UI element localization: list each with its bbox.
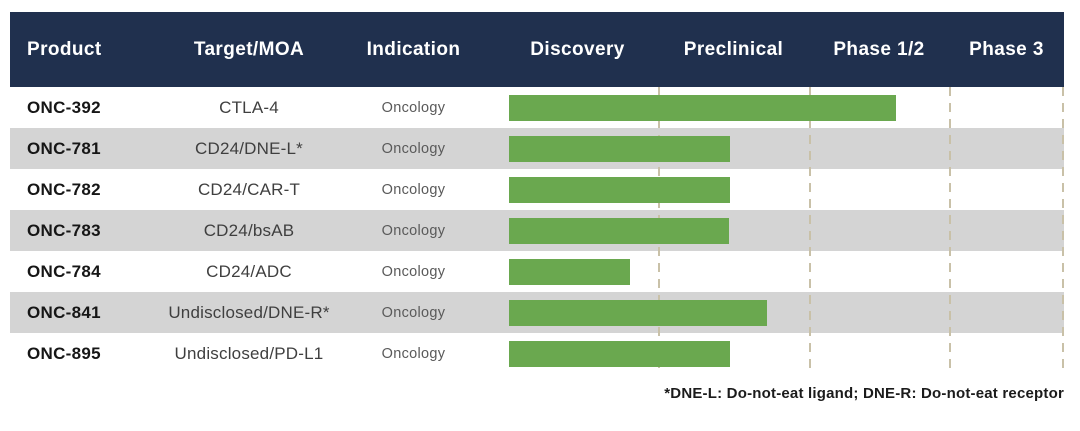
indication: Oncology [381,181,446,198]
target-moa: CD24/DNE-L* [194,138,303,158]
phase-track [497,292,1064,333]
product-name: ONC-781 [27,138,101,158]
target-moa: Undisclosed/DNE-R* [168,302,330,322]
progress-bar [508,176,731,203]
table-row-onc-782: ONC-782 CD24/CAR-T Oncology [10,169,1064,210]
table-header: Product Target/MOA Indication Discovery … [10,12,1064,87]
product-name: ONC-392 [27,97,101,117]
table-row-onc-783: ONC-783 CD24/bsAB Oncology [10,210,1064,251]
phase-track [497,333,1064,374]
indication: Oncology [381,222,446,239]
column-header-phase-3: Phase 3 [969,38,1044,60]
phase-track [497,251,1064,292]
footnote: *DNE-L: Do-not-eat ligand; DNE-R: Do-not… [664,385,1064,402]
indication: Oncology [381,345,446,362]
table-row-onc-895: ONC-895 Undisclosed/PD-L1 Oncology [10,333,1064,374]
table-body: ONC-392 CTLA-4 Oncology ONC-781 CD24/DNE… [10,87,1065,374]
target-moa: CD24/CAR-T [197,179,301,199]
column-header-preclinical: Preclinical [683,38,784,60]
indication: Oncology [381,263,446,280]
column-header-product: Product [27,38,102,60]
column-header-indication: Indication [366,38,461,60]
product-name: ONC-895 [27,343,101,363]
product-name: ONC-841 [27,302,101,322]
indication: Oncology [381,140,446,157]
progress-bar [508,258,630,285]
progress-bar [508,94,897,121]
phase-track [497,169,1064,210]
indication: Oncology [381,99,446,116]
phase-track [497,210,1064,251]
table-row-onc-841: ONC-841 Undisclosed/DNE-R* Oncology [10,292,1064,333]
progress-bar [508,135,731,162]
progress-bar [508,299,767,326]
target-moa: CTLA-4 [219,97,279,117]
phase-track [497,128,1064,169]
product-name: ONC-782 [27,179,101,199]
phase-track [497,87,1064,128]
table-row-onc-392: ONC-392 CTLA-4 Oncology [10,87,1064,128]
pipeline-table: Product Target/MOA Indication Discovery … [10,12,1065,402]
table-row-onc-781: ONC-781 CD24/DNE-L* Oncology [10,128,1064,169]
table-row-onc-784: ONC-784 CD24/ADC Oncology [10,251,1064,292]
target-moa: CD24/bsAB [203,220,295,240]
column-header-target-moa: Target/MOA [193,38,305,60]
column-header-discovery: Discovery [530,38,625,60]
product-name: ONC-784 [27,261,101,281]
target-moa: CD24/ADC [206,261,292,281]
progress-bar [508,340,731,367]
progress-bar [508,217,729,244]
target-moa: Undisclosed/PD-L1 [174,343,324,363]
product-name: ONC-783 [27,220,101,240]
column-header-phase-1-2: Phase 1/2 [833,38,925,60]
indication: Oncology [381,304,446,321]
